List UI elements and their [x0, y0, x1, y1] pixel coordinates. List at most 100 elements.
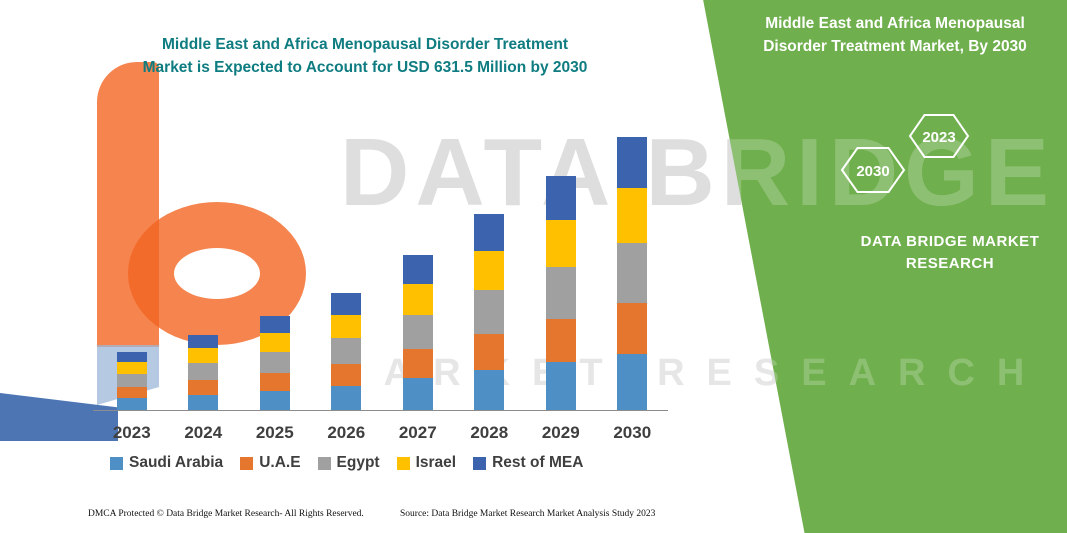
legend-label-egypt: Egypt — [336, 454, 380, 471]
bar-column-2027 — [382, 125, 454, 410]
bar-segment-israel — [188, 348, 219, 364]
bar-segment-rest-of-mea — [402, 255, 433, 284]
x-axis-label-2029: 2029 — [541, 423, 580, 442]
bar-segment-egypt — [116, 374, 147, 388]
bar-segment-saudi-arabia — [259, 390, 290, 410]
bar-column-2025 — [239, 125, 311, 410]
bar-segment-rest-of-mea — [331, 293, 362, 316]
stacked-bar-2025 — [259, 315, 290, 410]
hexagon-2023-label: 2023 — [922, 129, 955, 146]
bar-segment-egypt — [545, 266, 576, 319]
brand-name-line2: RESEARCH — [905, 254, 995, 272]
side-panel-title: Middle East and Africa Menopausal Disord… — [763, 15, 1027, 56]
stacked-bar-2023 — [116, 352, 147, 410]
bar-column-2026 — [311, 125, 383, 410]
bar-segment-saudi-arabia — [474, 369, 505, 410]
x-axis-label-2024: 2024 — [184, 423, 223, 442]
bar-segment-saudi-arabia — [617, 353, 648, 410]
bar-segment-saudi-arabia — [188, 394, 219, 410]
brand-name-line1: DATA BRIDGE MARKET — [860, 233, 1040, 250]
bar-segment-egypt — [474, 289, 505, 334]
year-hexagons: 2030 2023 — [840, 114, 970, 193]
legend-swatch-egypt — [317, 456, 331, 470]
x-axis-label-2030: 2030 — [613, 423, 652, 442]
stacked-bar-2027 — [402, 255, 433, 410]
x-axis-label-2023: 2023 — [112, 423, 151, 442]
hexagon-2023-icon — [908, 114, 970, 158]
chart-title: Middle East and Africa Menopausal Disord… — [62, 33, 668, 80]
hexagon-2030-icon — [840, 147, 906, 193]
stacked-bar-2029 — [545, 176, 576, 410]
bar-segment-israel — [474, 250, 505, 290]
legend-label-u-a-e: U.A.E — [259, 454, 301, 471]
bar-segment-rest-of-mea — [545, 176, 576, 221]
legend-item-israel: Israel — [396, 454, 457, 472]
bar-segment-u-a-e — [545, 318, 576, 363]
bar-segment-egypt — [402, 314, 433, 350]
bar-column-2023 — [96, 125, 168, 410]
bar-segment-israel — [259, 333, 290, 353]
bar-segment-israel — [402, 283, 433, 315]
legend-item-egypt: Egypt — [317, 454, 380, 472]
x-axis-labels: 2023 2024 2025 2026 2027 2028 2029 2030 — [96, 423, 668, 443]
bar-segment-u-a-e — [474, 333, 505, 370]
bar-segment-rest-of-mea — [474, 214, 505, 251]
x-axis-label-2026: 2026 — [327, 423, 366, 442]
bar-segment-egypt — [331, 338, 362, 365]
bar-segment-egypt — [188, 363, 219, 381]
bar-segment-u-a-e — [402, 349, 433, 378]
legend-swatch-u-a-e — [240, 456, 254, 470]
legend-item-saudi-arabia: Saudi Arabia — [110, 454, 223, 472]
bar-segment-rest-of-mea — [188, 334, 219, 349]
bar-segment-rest-of-mea — [259, 315, 290, 334]
bar-segment-u-a-e — [259, 372, 290, 391]
x-axis-line — [93, 410, 668, 411]
brand-name: DATA BRIDGE MARKET RESEARCH — [800, 231, 1067, 275]
bar-segment-israel — [617, 188, 648, 243]
bar-column-2028 — [454, 125, 526, 410]
x-axis-label-2025: 2025 — [255, 423, 294, 442]
bar-segment-saudi-arabia — [545, 362, 576, 410]
bars-row — [96, 125, 668, 410]
copyright-text: DMCA Protected © Data Bridge Market Rese… — [88, 509, 364, 519]
legend-label-rest-of-mea: Rest of MEA — [492, 454, 584, 471]
legend-label-saudi-arabia: Saudi Arabia — [129, 454, 224, 471]
bar-column-2024 — [168, 125, 240, 410]
hexagon-2030-label: 2030 — [856, 163, 889, 180]
bar-segment-israel — [331, 315, 362, 339]
bar-segment-egypt — [617, 242, 648, 304]
stacked-bar-2030 — [617, 137, 648, 410]
legend-swatch-israel — [396, 456, 410, 470]
bar-segment-u-a-e — [617, 303, 648, 354]
x-axis-label-2027: 2027 — [398, 423, 437, 442]
source-text: Source: Data Bridge Market Research Mark… — [400, 509, 656, 519]
bar-segment-israel — [545, 220, 576, 267]
legend-swatch-rest-of-mea — [473, 456, 487, 470]
bar-segment-saudi-arabia — [331, 385, 362, 410]
x-axis-label-2028: 2028 — [470, 423, 509, 442]
stacked-bar-2026 — [331, 293, 362, 410]
stacked-bar-2024 — [188, 334, 219, 410]
bar-segment-u-a-e — [188, 380, 219, 395]
bar-segment-u-a-e — [331, 364, 362, 386]
bar-segment-saudi-arabia — [402, 378, 433, 410]
bar-segment-u-a-e — [116, 387, 147, 398]
bar-segment-egypt — [259, 352, 290, 373]
chart-title-line2: Market is Expected to Account for USD 63… — [142, 59, 588, 77]
legend-label-israel: Israel — [415, 454, 457, 471]
legend-item-rest-of-mea: Rest of MEA — [473, 454, 583, 472]
bar-segment-rest-of-mea — [116, 352, 147, 363]
bar-column-2030 — [597, 125, 669, 410]
chart-title-line1: Middle East and Africa Menopausal Disord… — [162, 36, 568, 53]
bar-segment-saudi-arabia — [116, 397, 147, 410]
legend-swatch-saudi-arabia — [110, 456, 123, 470]
bar-segment-israel — [116, 362, 147, 375]
legend: Saudi Arabia U.A.E Egypt Israel Rest of MEA — [110, 454, 680, 472]
bar-segment-rest-of-mea — [617, 137, 648, 189]
bar-column-2029 — [525, 125, 597, 410]
stacked-bar-2028 — [474, 214, 505, 410]
legend-item-u-a-e: U.A.E — [240, 454, 301, 472]
